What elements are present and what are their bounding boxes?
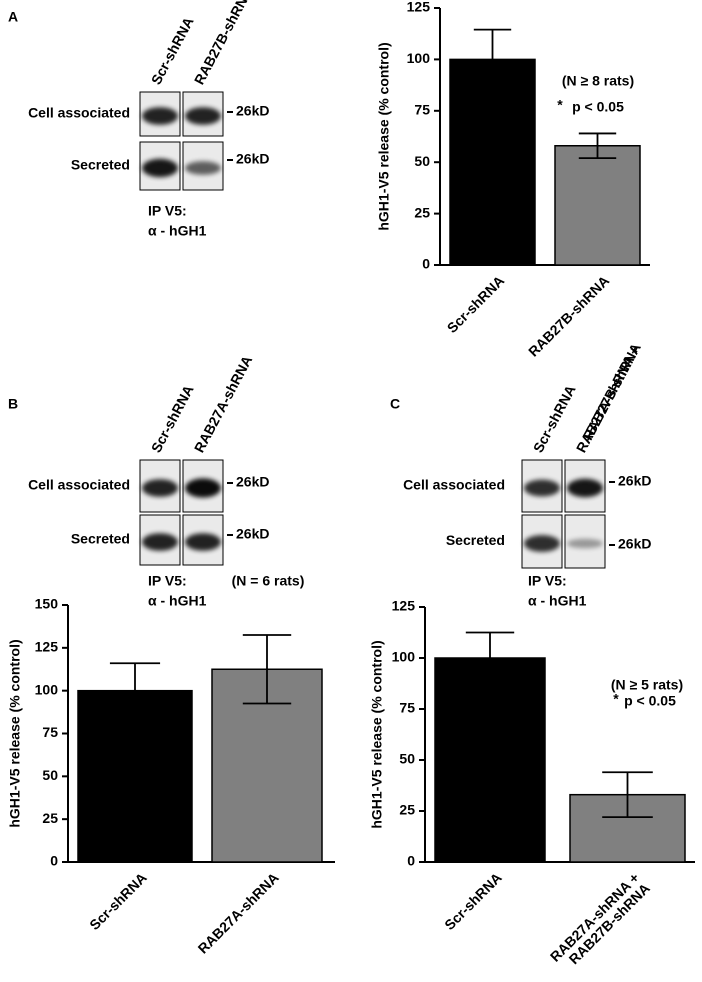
blot-caption: IP V5: xyxy=(148,203,187,219)
blot-caption: α - hGH1 xyxy=(148,223,207,239)
y-tick-label: 50 xyxy=(399,751,415,767)
annotation: (N ≥ 8 rats) xyxy=(562,73,634,89)
blot-band xyxy=(185,107,221,125)
y-tick-label: 150 xyxy=(35,596,59,612)
size-marker: 26kD xyxy=(618,473,651,489)
blot-band xyxy=(567,478,603,498)
y-tick-label: 100 xyxy=(392,649,416,665)
x-tick-label: Scr-shRNA xyxy=(441,869,505,933)
lane-label: Scr-shRNA xyxy=(148,14,197,87)
y-axis-label: hGH1-V5 release (% control) xyxy=(376,42,392,230)
blot-band xyxy=(142,107,178,125)
blot-band xyxy=(142,533,178,551)
error-bar xyxy=(578,132,617,159)
error-bar xyxy=(473,28,512,91)
y-tick-label: 25 xyxy=(414,204,430,220)
y-tick-label: 75 xyxy=(42,724,58,740)
blot-band xyxy=(185,478,221,498)
blot-band xyxy=(567,538,603,549)
bar xyxy=(77,689,193,863)
panel-label: A xyxy=(8,9,18,25)
size-marker: 26kD xyxy=(236,526,269,542)
y-tick-label: 100 xyxy=(35,681,59,697)
panel-label: B xyxy=(8,396,18,412)
y-axis-label: hGH1-V5 release (% control) xyxy=(369,640,385,828)
y-tick-label: 25 xyxy=(42,810,58,826)
annotation: p < 0.05 xyxy=(572,99,624,115)
error-bar xyxy=(602,771,653,819)
bar xyxy=(434,657,546,863)
annotation: * xyxy=(557,97,563,113)
x-tick-label: RAB27A-shRNA xyxy=(195,869,282,956)
row-label: Cell associated xyxy=(403,477,505,493)
panel-label: C xyxy=(390,396,400,412)
blot-band xyxy=(142,479,178,497)
annotation: p < 0.05 xyxy=(624,693,676,709)
lane-label: RAB27B-shRNA xyxy=(191,0,256,87)
bar xyxy=(554,145,641,266)
size-marker: 26kD xyxy=(236,151,269,167)
row-label: Secreted xyxy=(71,157,130,173)
size-marker: 26kD xyxy=(236,103,269,119)
y-tick-label: 0 xyxy=(407,853,415,869)
y-tick-label: 50 xyxy=(42,767,58,783)
size-marker: 26kD xyxy=(618,536,651,552)
blot-band xyxy=(524,535,560,552)
error-bar xyxy=(109,662,161,719)
y-tick-label: 50 xyxy=(414,153,430,169)
row-label: Cell associated xyxy=(28,477,130,493)
annotation: (N ≥ 5 rats) xyxy=(611,677,683,693)
bar xyxy=(449,58,536,266)
blot-caption: α - hGH1 xyxy=(148,593,207,609)
y-tick-label: 75 xyxy=(414,102,430,118)
row-label: Secreted xyxy=(446,532,505,548)
y-axis-label: hGH1-V5 release (% control) xyxy=(7,639,23,827)
size-marker: 26kD xyxy=(236,474,269,490)
y-tick-label: 0 xyxy=(50,853,58,869)
x-tick-label: RAB27A-shRNA + xyxy=(547,869,642,964)
error-bar xyxy=(242,634,292,705)
y-tick-label: 25 xyxy=(399,802,415,818)
y-tick-label: 125 xyxy=(35,639,59,655)
blot-band xyxy=(142,158,178,178)
y-tick-label: 125 xyxy=(407,0,431,15)
y-tick-label: 125 xyxy=(392,598,416,614)
annotation: (N = 6 rats) xyxy=(232,573,305,589)
lane-label: Scr-shRNA xyxy=(148,382,197,455)
y-tick-label: 75 xyxy=(399,700,415,716)
lane-label: Scr-shRNA xyxy=(530,382,579,455)
x-tick-label: RAB27B-shRNA xyxy=(525,272,612,359)
error-bar xyxy=(465,631,515,685)
blot-caption: α - hGH1 xyxy=(528,593,587,609)
blot-band xyxy=(524,479,560,497)
blot-caption: IP V5: xyxy=(528,573,567,589)
y-tick-label: 100 xyxy=(407,50,431,66)
row-label: Secreted xyxy=(71,531,130,547)
blot-band xyxy=(185,161,221,175)
x-tick-label: Scr-shRNA xyxy=(86,869,150,933)
y-tick-label: 0 xyxy=(422,256,430,272)
blot-band xyxy=(185,533,221,551)
x-tick-label: Scr-shRNA xyxy=(444,272,508,336)
blot-caption: IP V5: xyxy=(148,573,187,589)
row-label: Cell associated xyxy=(28,105,130,121)
bar xyxy=(569,793,686,863)
lane-label: RAB27B-shRNA xyxy=(579,340,644,442)
annotation: * xyxy=(613,691,619,707)
lane-label: RAB27A-shRNA xyxy=(191,353,256,455)
